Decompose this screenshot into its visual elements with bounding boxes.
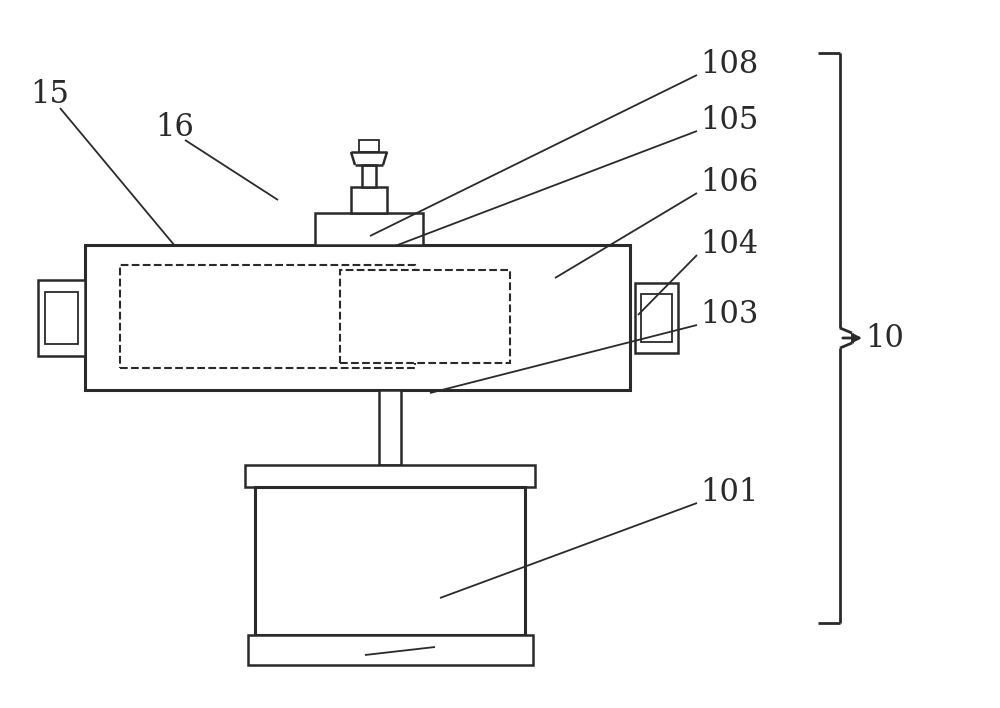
- Text: 15: 15: [30, 79, 69, 110]
- Bar: [379, 390, 401, 465]
- Bar: [38, 280, 85, 355]
- Text: 105: 105: [700, 105, 758, 136]
- Text: 101: 101: [700, 477, 758, 508]
- Bar: [255, 487, 525, 635]
- Bar: [45, 292, 78, 343]
- Text: 106: 106: [700, 167, 758, 198]
- Text: 103: 103: [700, 299, 758, 330]
- Bar: [245, 465, 535, 487]
- Text: 108: 108: [700, 49, 758, 80]
- Bar: [635, 282, 678, 353]
- Text: 104: 104: [700, 229, 758, 260]
- Bar: [248, 635, 532, 665]
- Bar: [340, 270, 510, 363]
- Bar: [315, 213, 423, 245]
- Bar: [351, 187, 387, 213]
- Text: 16: 16: [155, 112, 194, 143]
- Bar: [362, 165, 376, 187]
- Bar: [641, 294, 672, 341]
- Bar: [359, 140, 379, 152]
- Bar: [120, 265, 415, 368]
- Text: 10: 10: [865, 323, 904, 354]
- Bar: [85, 245, 630, 390]
